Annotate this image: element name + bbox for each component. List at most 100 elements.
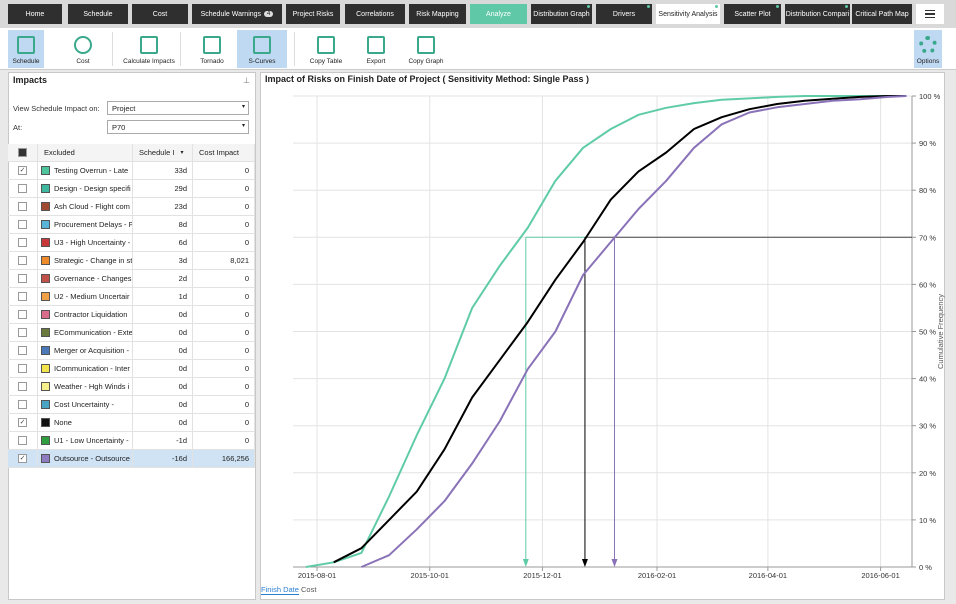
exclude-checkbox[interactable] <box>18 202 27 211</box>
exclude-checkbox[interactable]: ✓ <box>18 454 27 463</box>
risk-name-cell: U2 - Medium Uncertair <box>38 288 133 306</box>
toolbar-button[interactable]: Tornado <box>190 30 234 68</box>
table-header-cell[interactable]: Schedule I ▾ <box>133 144 193 162</box>
exclude-checkbox[interactable] <box>18 292 27 301</box>
tab[interactable]: Distribution Graph <box>531 4 592 24</box>
risk-color-swatch <box>41 364 50 373</box>
table-header-cell[interactable]: Excluded <box>38 144 133 162</box>
view-dropdown[interactable]: Project ▾ <box>107 101 249 115</box>
risk-name-cell: ECommunication - Exte <box>38 324 133 342</box>
tab[interactable]: Home <box>8 4 62 24</box>
exclude-checkbox[interactable] <box>18 256 27 265</box>
cost-impact-cell: 0 <box>193 360 255 378</box>
risk-name-cell: Procurement Delays - F <box>38 216 133 234</box>
cost-impact-cell: 0 <box>193 216 255 234</box>
exclude-checkbox[interactable] <box>18 346 27 355</box>
toolbar <box>0 28 956 70</box>
button-label: Copy Graph <box>408 58 444 65</box>
select-all-checkbox[interactable] <box>18 148 27 157</box>
risk-name-cell: Governance - Changes <box>38 270 133 288</box>
risk-name-cell: U3 - High Uncertainty - <box>38 234 133 252</box>
risk-color-swatch <box>41 202 50 211</box>
risk-name: ICommunication - Inter <box>54 364 130 373</box>
tab[interactable]: Critical Path Map <box>852 4 912 24</box>
tab[interactable]: Analyze <box>470 4 527 24</box>
cost-impact-cell: 0 <box>193 180 255 198</box>
p70-arrow <box>522 559 529 567</box>
risk-color-swatch <box>41 436 50 445</box>
cost-impact-cell: 0 <box>193 414 255 432</box>
risk-name-cell: None <box>38 414 133 432</box>
checkbox-cell <box>8 252 38 270</box>
tab[interactable]: Project Risks <box>286 4 340 24</box>
tab[interactable]: Cost <box>132 4 188 24</box>
exclude-checkbox[interactable] <box>18 382 27 391</box>
schedule-impact-cell: 29d <box>133 180 193 198</box>
exclude-checkbox[interactable] <box>18 310 27 319</box>
exclude-checkbox[interactable]: ✓ <box>18 418 27 427</box>
toolbar-button[interactable]: Schedule <box>8 30 44 68</box>
cost-impact-cell: 0 <box>193 270 255 288</box>
button-icon <box>417 36 435 54</box>
exclude-checkbox[interactable] <box>18 328 27 337</box>
tab[interactable]: Schedule <box>68 4 128 24</box>
options-button[interactable]: Options <box>914 30 942 68</box>
button-label: Copy Table <box>309 58 343 65</box>
button-icon <box>17 36 35 54</box>
toolbar-button[interactable]: S-Curves <box>237 30 287 68</box>
exclude-checkbox[interactable] <box>18 400 27 409</box>
y-tick-label: 20 % <box>919 469 936 478</box>
y-tick-label: 30 % <box>919 422 936 431</box>
risk-name: Governance - Changes <box>54 274 132 283</box>
toolbar-button[interactable]: Copy Table <box>303 30 349 68</box>
tab[interactable]: Risk Mapping <box>409 4 466 24</box>
checkbox-cell <box>8 396 38 414</box>
s-curve <box>305 95 907 568</box>
at-value: P70 <box>112 123 126 132</box>
button-icon <box>74 36 92 54</box>
toolbar-button[interactable]: Export <box>360 30 392 68</box>
menu-button[interactable] <box>916 4 944 24</box>
at-dropdown[interactable]: P70 ▾ <box>107 120 249 134</box>
pin-icon[interactable]: ⊥ <box>243 76 250 85</box>
tab[interactable]: Correlations <box>345 4 405 24</box>
cost-impact-cell: 0 <box>193 378 255 396</box>
risk-name: Procurement Delays - F <box>54 220 133 229</box>
bottom-tab[interactable]: Cost <box>301 585 317 594</box>
exclude-checkbox[interactable] <box>18 238 27 247</box>
toolbar-button[interactable]: Cost <box>64 30 102 68</box>
tab-indicator <box>776 5 779 8</box>
tab[interactable]: Drivers <box>596 4 652 24</box>
exclude-checkbox[interactable] <box>18 436 27 445</box>
schedule-impact-cell: 2d <box>133 270 193 288</box>
tab[interactable]: Distribution Compari <box>785 4 850 24</box>
toolbar-button[interactable]: Copy Graph <box>404 30 448 68</box>
exclude-checkbox[interactable]: ✓ <box>18 166 27 175</box>
checkbox-cell <box>8 306 38 324</box>
toolbar-button[interactable]: Calculate Impacts <box>116 30 182 68</box>
y-axis-label: Cumulative Frequency <box>936 294 945 369</box>
risk-color-swatch <box>41 292 50 301</box>
x-tick-label: 2015-12-01 <box>523 571 561 580</box>
exclude-checkbox[interactable] <box>18 184 27 193</box>
tab-label: Drivers <box>612 10 636 18</box>
p70-arrow <box>581 559 588 567</box>
button-icon <box>317 36 335 54</box>
exclude-checkbox[interactable] <box>18 220 27 229</box>
tab[interactable]: Schedule Warnings 4 <box>192 4 282 24</box>
button-label: Export <box>366 58 386 65</box>
exclude-checkbox[interactable] <box>18 274 27 283</box>
exclude-checkbox[interactable] <box>18 364 27 373</box>
tab-label: Scatter Plot <box>734 10 771 18</box>
button-label: Tornado <box>200 58 224 65</box>
risk-color-swatch <box>41 328 50 337</box>
table-header-cell[interactable]: Cost Impact <box>193 144 255 162</box>
bottom-tab[interactable]: Finish Date <box>261 585 299 595</box>
risk-color-swatch <box>41 220 50 229</box>
cost-impact-cell: 8,021 <box>193 252 255 270</box>
tab[interactable]: Scatter Plot <box>724 4 781 24</box>
risk-color-swatch <box>41 274 50 283</box>
risk-name: Weather - Hgh Winds i <box>54 382 130 391</box>
tab[interactable]: Sensitivity Analysis <box>656 4 720 24</box>
